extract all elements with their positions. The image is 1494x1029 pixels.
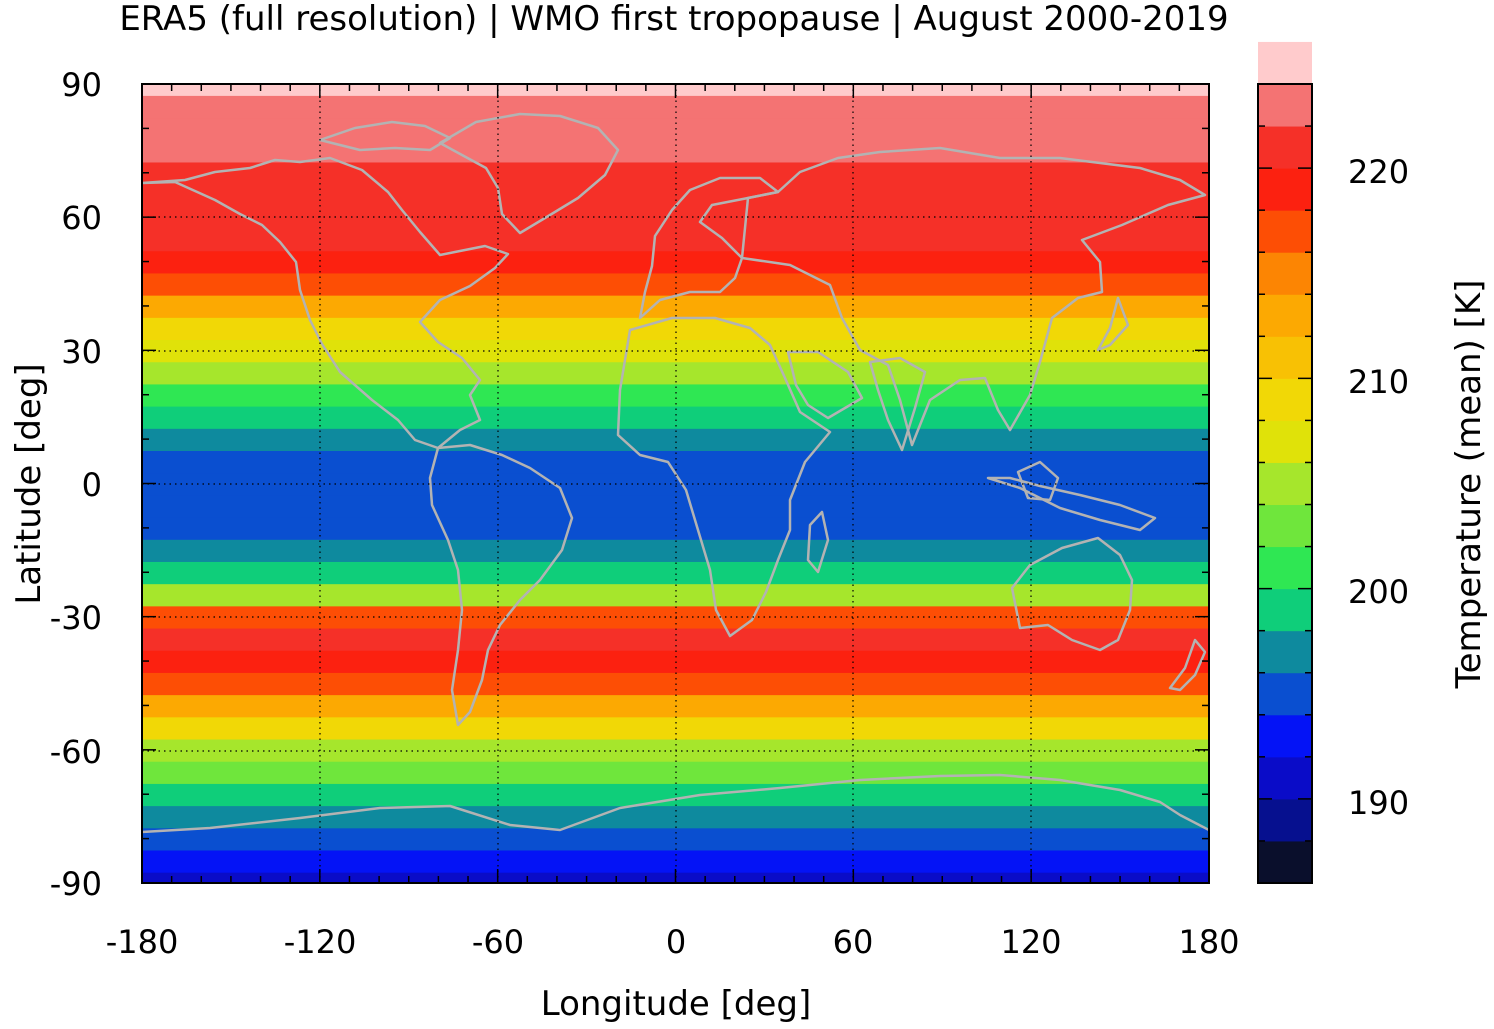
colorbar-tick-labels: 190 200 210 220 — [1348, 153, 1409, 822]
colorbar-frame — [1257, 83, 1313, 884]
colorbar-swatch — [1258, 336, 1312, 379]
colorbar-swatch — [1258, 756, 1312, 800]
colorbar-swatch — [1258, 504, 1312, 548]
colorbar-tick-label: 220 — [1348, 153, 1409, 191]
y-tick-label: -90 — [50, 865, 102, 903]
temperature-band — [142, 405, 1209, 429]
x-tick-label: 180 — [1178, 923, 1239, 961]
colorbar-swatch — [1258, 294, 1312, 337]
grid-lines — [142, 84, 1209, 883]
colorbar-swatch — [1258, 252, 1312, 295]
colorbar-tick-label: 190 — [1348, 784, 1409, 822]
coastline-arabia — [786, 350, 864, 420]
temperature-band — [142, 317, 1209, 341]
y-axis-label: Latitude [deg] — [9, 363, 49, 604]
colorbar-swatch — [1258, 420, 1312, 463]
coastline-south-america — [428, 443, 574, 727]
y-tick-label: -30 — [50, 599, 102, 637]
coastline-asia — [740, 146, 1207, 447]
temperature-band — [142, 294, 1209, 318]
temperature-band — [142, 516, 1209, 540]
colorbar-swatch — [1258, 41, 1312, 85]
x-tick-label: -60 — [472, 923, 524, 961]
temperature-band — [142, 494, 1209, 518]
colorbar-swatch — [1258, 210, 1312, 253]
colorbar-swatch — [1258, 546, 1312, 590]
colorbar-swatch — [1258, 840, 1312, 884]
coastline-japan — [1096, 296, 1130, 352]
coastline-madagascar — [806, 510, 830, 574]
chart-title: ERA5 (full resolution) | WMO first tropo… — [119, 0, 1228, 39]
y-tick-label: 30 — [61, 333, 102, 371]
colorbar-swatch — [1258, 630, 1312, 674]
colorbar-swatch — [1258, 378, 1312, 421]
temperature-band — [142, 383, 1209, 407]
temperature-band — [142, 561, 1209, 585]
temperature-band — [142, 583, 1209, 607]
colorbar-swatch — [1258, 714, 1312, 758]
coastline-new-zealand — [1168, 638, 1207, 692]
temperature-band — [142, 538, 1209, 562]
temperature-band — [142, 361, 1209, 385]
colorbar-swatch — [1258, 84, 1312, 127]
x-tick-label: 120 — [1000, 923, 1061, 961]
colorbar-swatches — [1258, 41, 1312, 884]
coastline-greenland — [438, 112, 620, 235]
x-tick-label: 0 — [666, 923, 686, 961]
temperature-band — [142, 649, 1209, 673]
colorbar-swatch — [1258, 798, 1312, 842]
x-axis-label: Longitude [deg] — [541, 984, 812, 1024]
colorbar-swatch — [1258, 126, 1312, 169]
colorbar-swatch — [1258, 672, 1312, 716]
colorbar: 190 200 210 220 Temperature (mean) [K] — [1257, 41, 1489, 884]
colorbar-swatch — [1258, 168, 1312, 211]
colorbar-tick-label: 200 — [1348, 573, 1409, 611]
x-tick-label: -120 — [284, 923, 357, 961]
coastline-indonesia — [986, 476, 1157, 532]
colorbar-swatch — [1258, 462, 1312, 506]
y-tick-label: -60 — [50, 733, 102, 771]
x-tick-label: 60 — [833, 923, 874, 961]
x-tick-label: -180 — [106, 923, 179, 961]
coastline-north-america — [142, 156, 510, 450]
temperature-band — [142, 228, 1209, 252]
coastlines — [142, 112, 1209, 834]
coastline-borneo — [1016, 460, 1060, 502]
temperature-band — [142, 627, 1209, 651]
temperature-band — [142, 827, 1209, 851]
map-panel: -180 -120 -60 0 60 120 180 90 60 30 0 -3… — [9, 66, 1240, 1024]
y-tick-label: 60 — [61, 199, 102, 237]
coastline-australia — [1010, 536, 1134, 652]
y-tick-labels: 90 60 30 0 -30 -60 -90 — [50, 66, 102, 903]
map-frame — [141, 83, 1210, 884]
coastline-india — [868, 356, 927, 452]
y-tick-label: 90 — [61, 66, 102, 104]
x-tick-labels: -180 -120 -60 0 60 120 180 — [106, 923, 1240, 961]
coastline-africa — [616, 316, 832, 638]
temperature-band — [142, 250, 1209, 274]
coastline-arctic-islands — [318, 120, 452, 152]
y-tick-label: 0 — [82, 466, 102, 504]
temperature-band — [142, 849, 1209, 873]
temperature-band — [142, 272, 1209, 296]
colorbar-tick-label: 210 — [1348, 363, 1409, 401]
temperature-band — [142, 450, 1209, 474]
colorbar-swatch — [1258, 588, 1312, 632]
coastline-antarctica — [142, 773, 1209, 834]
colorbar-label: Temperature (mean) [K] — [1449, 280, 1489, 690]
